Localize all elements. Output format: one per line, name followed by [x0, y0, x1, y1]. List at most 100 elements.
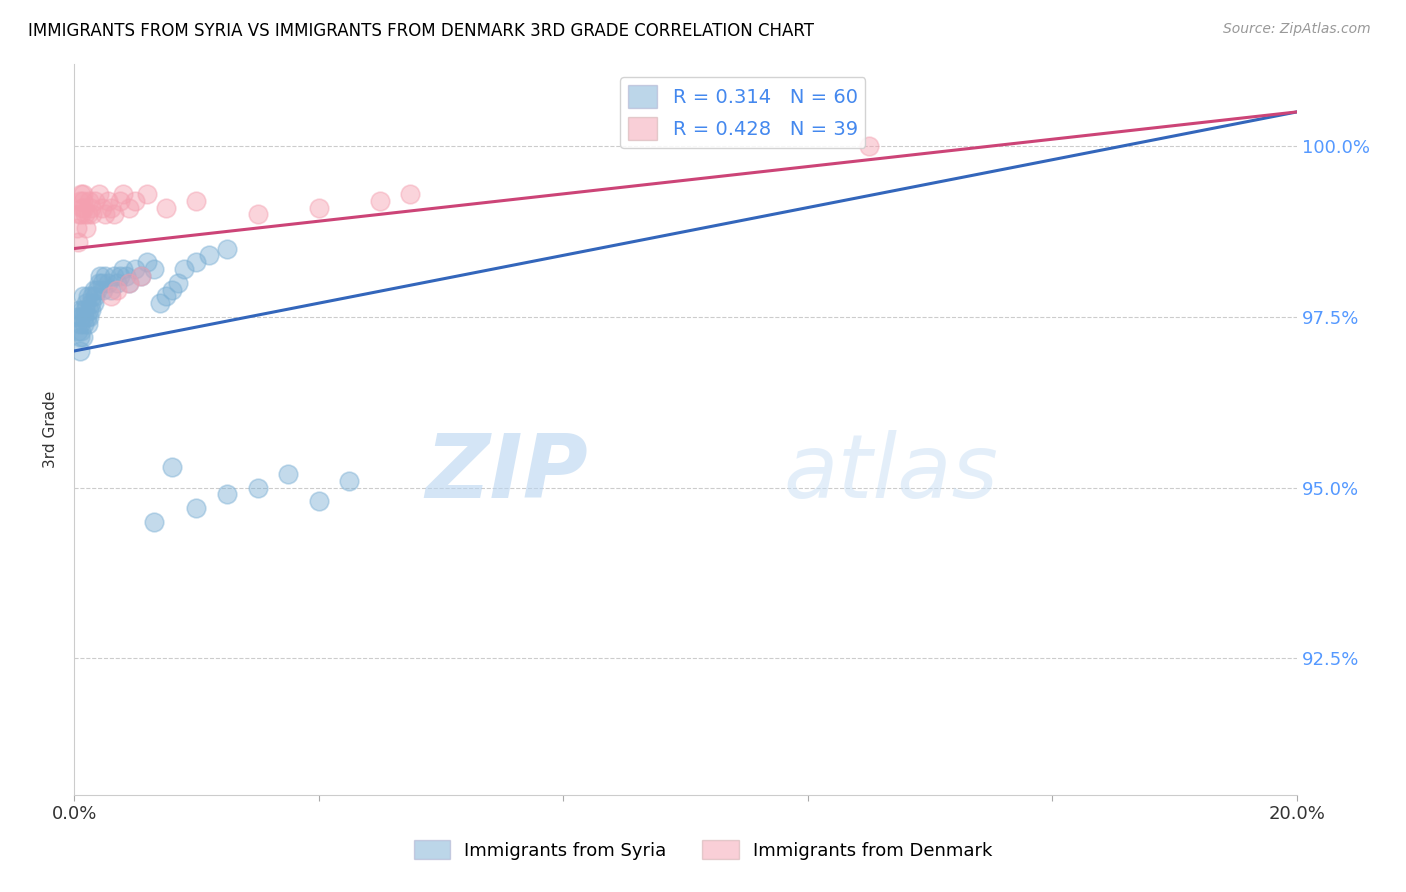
- Point: [76, 289, 98, 303]
- Point: [72, 186, 94, 201]
- Point: [111, 262, 134, 277]
- Point: [246, 481, 269, 495]
- Point: [73, 201, 96, 215]
- Text: Source: ZipAtlas.com: Source: ZipAtlas.com: [1223, 22, 1371, 37]
- Point: [73, 310, 96, 324]
- Point: [136, 255, 159, 269]
- Point: [70, 207, 93, 221]
- Point: [118, 201, 141, 215]
- Point: [66, 310, 89, 324]
- Point: [149, 296, 172, 310]
- Point: [76, 310, 98, 324]
- Text: ZIP: ZIP: [425, 430, 588, 517]
- Point: [308, 201, 330, 215]
- Point: [87, 186, 110, 201]
- Point: [246, 207, 269, 221]
- Point: [108, 194, 131, 208]
- Point: [84, 289, 107, 303]
- Point: [67, 303, 90, 318]
- Point: [97, 276, 120, 290]
- Point: [136, 186, 159, 201]
- Point: [173, 262, 195, 277]
- Point: [858, 139, 880, 153]
- Point: [70, 201, 93, 215]
- Point: [86, 283, 108, 297]
- Point: [167, 276, 190, 290]
- Point: [69, 194, 91, 208]
- Text: IMMIGRANTS FROM SYRIA VS IMMIGRANTS FROM DENMARK 3RD GRADE CORRELATION CHART: IMMIGRANTS FROM SYRIA VS IMMIGRANTS FROM…: [28, 22, 814, 40]
- Point: [186, 194, 208, 208]
- Point: [70, 303, 93, 318]
- Point: [67, 235, 90, 249]
- Point: [97, 194, 120, 208]
- Point: [83, 296, 105, 310]
- Point: [155, 201, 177, 215]
- Point: [115, 268, 138, 283]
- Point: [67, 324, 90, 338]
- Point: [73, 317, 96, 331]
- Point: [100, 283, 122, 297]
- Point: [90, 276, 112, 290]
- Point: [75, 303, 97, 318]
- Point: [79, 296, 101, 310]
- Point: [70, 324, 93, 338]
- Point: [90, 201, 112, 215]
- Legend: Immigrants from Syria, Immigrants from Denmark: Immigrants from Syria, Immigrants from D…: [406, 833, 1000, 867]
- Point: [82, 289, 104, 303]
- Point: [308, 494, 330, 508]
- Point: [93, 207, 115, 221]
- Point: [72, 194, 94, 208]
- Point: [100, 201, 122, 215]
- Point: [75, 296, 97, 310]
- Point: [79, 310, 101, 324]
- Point: [197, 248, 219, 262]
- Point: [160, 460, 183, 475]
- Point: [118, 276, 141, 290]
- Point: [77, 303, 100, 318]
- Point: [160, 283, 183, 297]
- Point: [80, 201, 103, 215]
- Point: [131, 268, 153, 283]
- Point: [118, 276, 141, 290]
- Point: [108, 268, 131, 283]
- Point: [142, 262, 165, 277]
- Point: [399, 186, 422, 201]
- Point: [69, 310, 91, 324]
- Point: [155, 289, 177, 303]
- Point: [87, 276, 110, 290]
- Point: [131, 268, 153, 283]
- Point: [84, 194, 107, 208]
- Point: [186, 501, 208, 516]
- Point: [103, 268, 125, 283]
- Point: [69, 317, 91, 331]
- Y-axis label: 3rd Grade: 3rd Grade: [44, 391, 58, 468]
- Point: [66, 221, 89, 235]
- Point: [277, 467, 299, 481]
- Point: [76, 207, 98, 221]
- Point: [72, 289, 94, 303]
- Point: [186, 255, 208, 269]
- Point: [72, 330, 94, 344]
- Point: [100, 289, 122, 303]
- Point: [69, 330, 91, 344]
- Point: [89, 268, 111, 283]
- Point: [111, 186, 134, 201]
- Point: [215, 242, 238, 256]
- Legend: R = 0.314   N = 60, R = 0.428   N = 39: R = 0.314 N = 60, R = 0.428 N = 39: [620, 78, 866, 148]
- Point: [75, 221, 97, 235]
- Point: [215, 487, 238, 501]
- Point: [80, 303, 103, 318]
- Point: [79, 194, 101, 208]
- Point: [69, 186, 91, 201]
- Point: [124, 194, 146, 208]
- Point: [337, 474, 360, 488]
- Point: [77, 317, 100, 331]
- Point: [69, 343, 91, 358]
- Point: [368, 194, 391, 208]
- Point: [103, 207, 125, 221]
- Point: [75, 207, 97, 221]
- Point: [82, 207, 104, 221]
- Point: [124, 262, 146, 277]
- Text: atlas: atlas: [783, 431, 998, 516]
- Point: [67, 207, 90, 221]
